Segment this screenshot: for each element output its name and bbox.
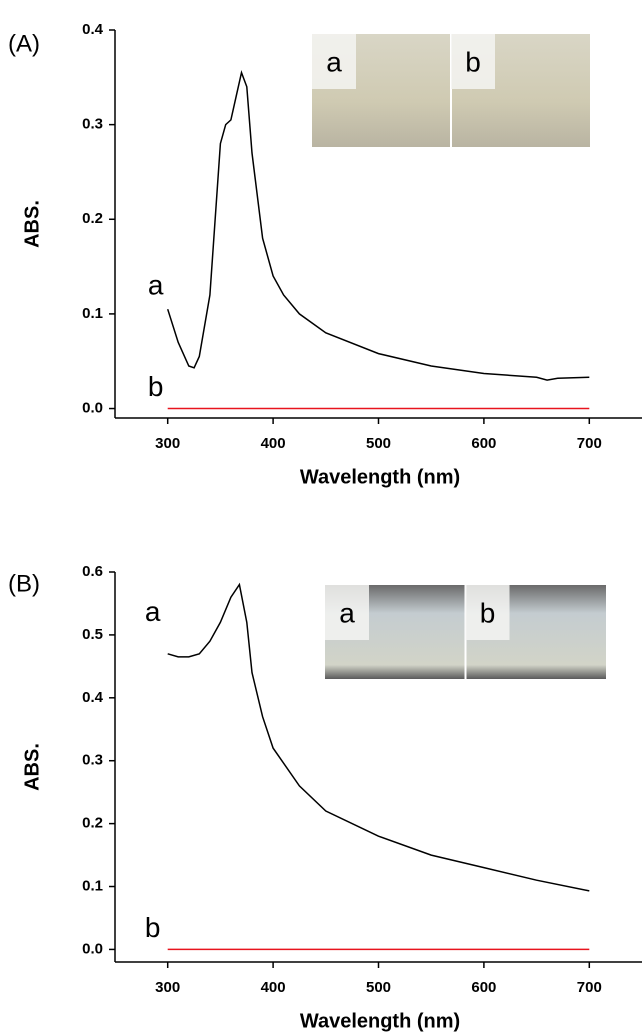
x-tick-label: 300 — [155, 979, 180, 996]
inset-label-box — [451, 34, 495, 89]
x-axis-label: Wavelength (nm) — [300, 1010, 460, 1032]
y-tick-label: 0.5 — [82, 626, 103, 643]
curve-label: a — [145, 596, 161, 627]
x-tick-label: 300 — [155, 435, 180, 452]
inset-label: a — [339, 597, 355, 628]
y-tick-label: 0.1 — [82, 305, 103, 322]
panel-label: (A) — [8, 30, 40, 57]
inset-label: b — [465, 46, 481, 77]
x-tick-label: 500 — [366, 435, 391, 452]
inset-label: a — [326, 46, 342, 77]
x-tick-label: 600 — [471, 435, 496, 452]
inset-label: b — [480, 597, 496, 628]
x-tick-label: 700 — [577, 979, 602, 996]
spectrum-line — [166, 69, 590, 381]
y-tick-label: 0.3 — [82, 116, 103, 133]
y-tick-label: 0.0 — [82, 400, 103, 417]
spectrum-line — [167, 582, 590, 892]
y-tick-label: 0.3 — [82, 752, 103, 769]
y-tick-label: 0.2 — [82, 815, 103, 832]
x-tick-label: 400 — [261, 979, 286, 996]
inset-label-box — [312, 34, 356, 89]
y-tick-label: 0.6 — [82, 563, 103, 580]
inset-label-box — [325, 585, 369, 640]
curve-label: b — [145, 912, 161, 943]
y-axis-label: ABS. — [21, 200, 43, 248]
x-tick-label: 700 — [577, 435, 602, 452]
x-tick-label: 600 — [471, 979, 496, 996]
y-tick-label: 0.4 — [82, 21, 104, 38]
y-tick-label: 0.0 — [82, 940, 103, 957]
y-axis-label: ABS. — [21, 743, 43, 791]
x-tick-label: 500 — [366, 979, 391, 996]
panel-label: (B) — [8, 570, 40, 597]
y-tick-label: 0.2 — [82, 210, 103, 227]
curve-label: b — [148, 371, 164, 402]
inset-label-box — [465, 585, 510, 640]
x-tick-label: 400 — [261, 435, 286, 452]
y-tick-label: 0.4 — [82, 689, 104, 706]
y-tick-label: 0.1 — [82, 877, 103, 894]
curve-label: a — [148, 270, 164, 301]
x-axis-label: Wavelength (nm) — [300, 466, 460, 488]
